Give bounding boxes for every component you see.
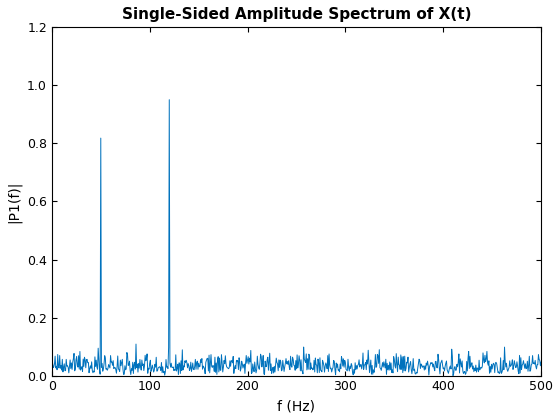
X-axis label: f (Hz): f (Hz) <box>277 399 315 413</box>
Y-axis label: |P1(f)|: |P1(f)| <box>7 180 21 223</box>
Title: Single-Sided Amplitude Spectrum of X(t): Single-Sided Amplitude Spectrum of X(t) <box>122 7 471 22</box>
